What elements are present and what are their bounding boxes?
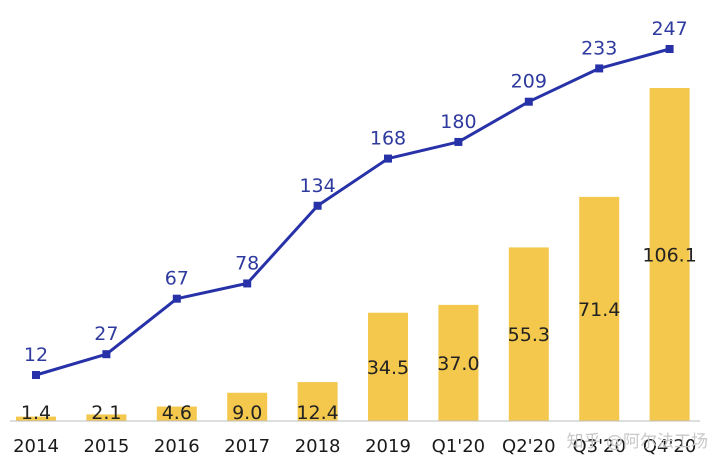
bar-label-1: 2.1 [91,402,121,424]
x-tick-label-3: 2017 [224,436,270,457]
bar-label-9: 106.1 [642,245,696,267]
line-series [32,45,674,379]
bar-label-2: 4.6 [162,402,192,424]
line-label-0: 12 [24,344,48,366]
bar-1 [86,414,127,421]
line-data-labels: 12 27 67 78 134 168 180 209 233 247 [24,18,688,366]
x-tick-label-0: 2014 [13,436,59,457]
x-tick-label-1: 2015 [83,436,129,457]
bar-9 [649,88,690,421]
x-tick-label-5: 2019 [365,436,411,457]
bar-label-3: 9.0 [232,402,262,424]
line-point-1 [102,350,111,359]
line-point-2 [172,294,181,303]
bar-5 [368,312,408,421]
x-tick-label-4: 2018 [295,436,341,457]
bar-8 [579,196,620,421]
line-label-8: 233 [581,37,617,59]
bar-7 [508,247,549,421]
line-path [35,47,670,377]
bar-0 [16,416,56,421]
x-tick-label-9: Q4'20 [643,436,696,457]
bar-label-5: 34.5 [367,357,409,379]
line-point-7 [524,97,533,106]
x-tick-label-7: Q2'20 [502,436,555,457]
watermark: 知乎 @阿尔法工场 [566,432,708,452]
line-label-2: 67 [165,268,189,290]
line-point-8 [595,64,604,73]
bar-label-0: 1.4 [21,402,51,424]
line-point-4 [313,201,322,210]
line-point-0 [32,371,40,379]
x-tick-label-6: Q1'20 [432,436,485,457]
bar-series [16,88,690,421]
bar-data-labels: 1.4 2.1 4.6 9.0 12.4 34.5 37.0 55.3 71.4 106.1 [21,245,697,425]
line-label-4: 134 [299,175,335,197]
bar-3 [227,392,268,421]
x-axis-tick-labels: 2014 2015 2016 2017 2018 2019 Q1'20 Q2'20 Q3'20 Q… [13,436,696,457]
bar-label-4: 12.4 [296,402,338,424]
bar-label-6: 37.0 [437,353,479,375]
line-point-3 [243,279,252,288]
line-label-1: 27 [94,323,118,345]
bar-6 [438,304,479,421]
bar-label-8: 71.4 [578,299,620,321]
line-point-5 [384,154,392,163]
bar-2 [156,406,197,421]
bar-label-7: 55.3 [508,324,550,346]
line-label-5: 168 [370,128,406,150]
line-label-9: 247 [651,18,687,40]
line-point-9 [665,45,674,53]
bar-4 [297,382,338,421]
line-point-6 [454,137,463,146]
line-label-3: 78 [235,252,259,274]
line-label-6: 180 [440,111,476,133]
x-tick-label-2: 2016 [154,436,200,457]
line-label-7: 209 [511,71,547,93]
x-tick-label-8: Q3'20 [572,436,625,457]
